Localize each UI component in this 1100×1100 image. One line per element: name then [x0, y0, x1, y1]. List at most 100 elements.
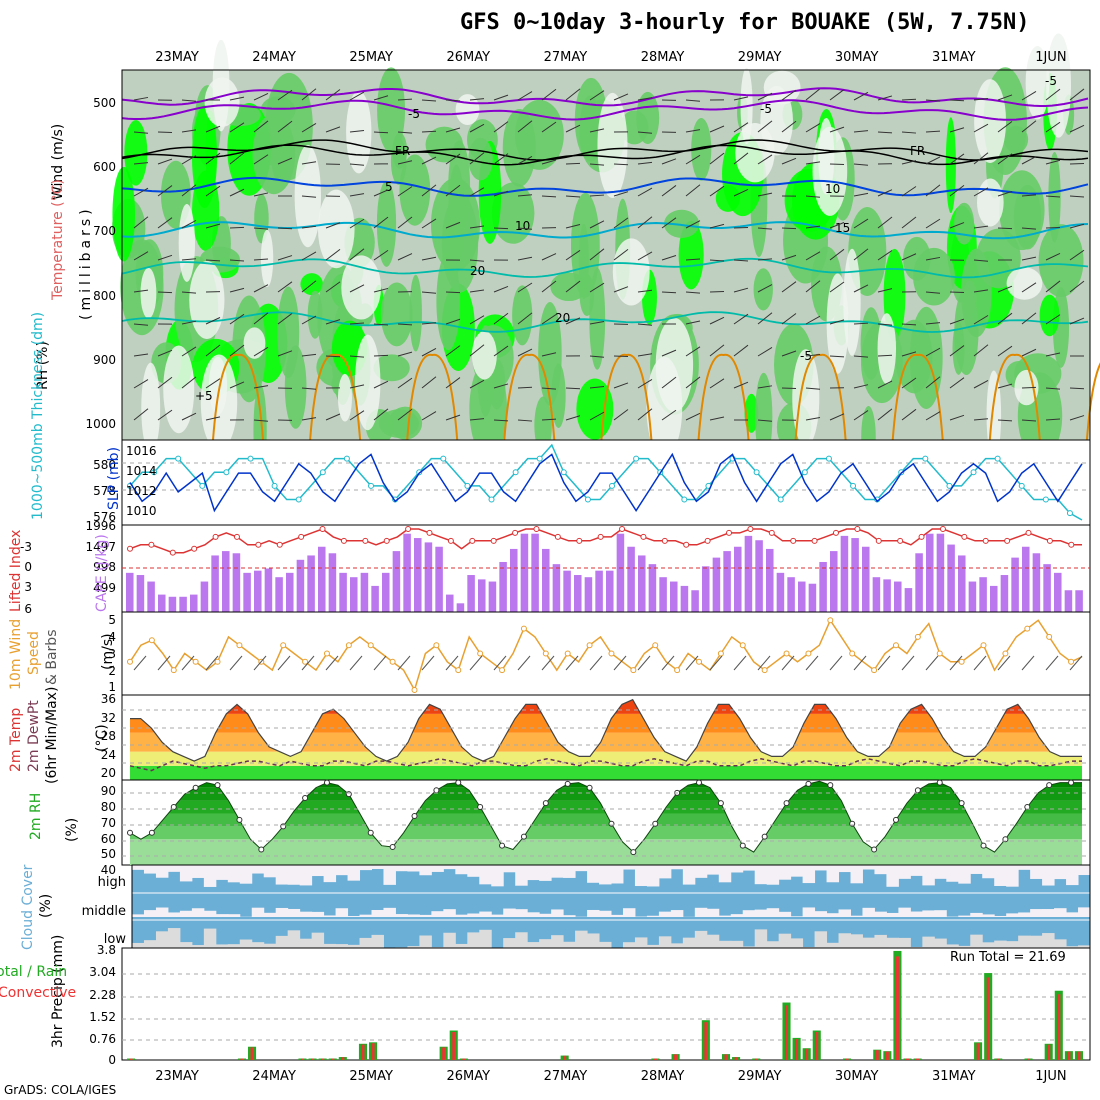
cloud-middle-gap — [443, 909, 456, 917]
wind-barb — [493, 153, 509, 165]
thickness-line-point — [633, 455, 640, 462]
wind-barb — [613, 93, 629, 101]
wind-barb — [901, 408, 917, 421]
wind-barb — [157, 217, 173, 229]
lifted-index-line-point — [854, 525, 861, 532]
surface-wind-barb — [133, 655, 147, 671]
surface-wind-barb — [1045, 655, 1059, 671]
rh-cell — [1038, 224, 1084, 298]
cloud-middle-gap — [383, 907, 396, 917]
cloud-axis-label: Cloud Cover — [20, 864, 36, 950]
wind-speed-line-point — [696, 658, 703, 665]
precip-convective-label: Convective — [0, 985, 76, 1001]
wind-speed-line-point — [1068, 658, 1075, 665]
date-label-top: 27MAY — [544, 50, 588, 65]
wind-barb — [181, 376, 197, 389]
wind-barb — [997, 190, 1013, 197]
wind-barb — [685, 346, 701, 357]
surface-wind-barb — [349, 655, 363, 671]
lifted-index-line-point — [811, 537, 818, 544]
temperature-contour — [121, 257, 1089, 279]
wind-barb — [781, 254, 797, 261]
thickness-line-point — [368, 482, 375, 489]
cape-bar — [968, 581, 977, 612]
wind-speed-tick: 2 — [108, 664, 116, 678]
rh-point — [433, 787, 440, 794]
rh-dry-cell — [792, 349, 820, 447]
rh-point — [871, 846, 878, 853]
wind-barb — [709, 152, 725, 165]
pressure-axis-label: (millibars) — [78, 205, 94, 320]
cloud-high-gap — [287, 865, 301, 885]
cloud-low-gap — [132, 942, 145, 948]
cape-bar — [872, 577, 881, 612]
rh-point — [323, 779, 330, 786]
cloud-high-gap — [299, 865, 313, 886]
wind-barb — [325, 89, 341, 101]
cloud-middle-gap — [862, 907, 875, 917]
temperature-band — [130, 751, 1082, 766]
rh-cell — [112, 166, 136, 262]
cloud-low-gap — [239, 939, 253, 948]
rh-dry-cell — [735, 123, 775, 183]
wind-barb — [805, 280, 821, 293]
surface-wind-barb — [853, 655, 867, 671]
wind-barb — [805, 225, 821, 229]
surface-wind-barb — [877, 655, 891, 671]
cloud-middle-gap — [1066, 912, 1079, 917]
wind-barb — [565, 415, 581, 421]
date-label-top: 25MAY — [349, 50, 393, 65]
slp-tick: 1016 — [126, 444, 157, 458]
cloud-high-gap — [706, 865, 720, 875]
wind-barb — [877, 216, 893, 229]
cloud-middle-gap — [982, 914, 995, 917]
cloud-low-gap — [143, 940, 157, 948]
wind-barb — [1045, 252, 1061, 261]
wind-barb — [469, 379, 485, 389]
wind-barb — [1069, 88, 1085, 101]
cape-bar — [136, 575, 145, 612]
cape-bar — [243, 572, 251, 612]
wind-barb — [277, 120, 293, 133]
wind-barb — [133, 187, 149, 197]
rh-point — [520, 833, 527, 840]
cloud-high-gap — [539, 865, 552, 881]
wind-barb — [997, 345, 1013, 357]
cloud-low-gap — [886, 937, 899, 948]
rh-cell — [409, 274, 422, 352]
wind-barb — [493, 312, 509, 325]
cloud-high-gap — [395, 865, 408, 872]
wind-axis-label-a: 10m Wind — [8, 619, 24, 690]
rh-point — [717, 800, 724, 807]
wind-speed-line-point — [1002, 650, 1009, 657]
slp-axis-label: SLP (mb) — [106, 447, 122, 510]
cloud-high-gap — [575, 865, 588, 872]
thickness-line-point — [295, 496, 302, 503]
cloud-high-gap — [862, 865, 875, 870]
cloud-low-gap — [910, 946, 923, 948]
wind-barb — [613, 191, 629, 197]
wind-barb — [133, 379, 149, 389]
rh-point — [1068, 779, 1075, 786]
wind-barb — [469, 289, 485, 293]
wind-barb — [901, 323, 917, 326]
surface-wind-barb — [637, 655, 651, 671]
wind-barb — [1045, 195, 1061, 198]
wind-barb — [253, 346, 269, 357]
wind-speed-line-point — [630, 667, 637, 674]
rh-tick: 90 — [101, 784, 116, 798]
wind-barb — [901, 186, 917, 197]
wind-barb — [1021, 227, 1037, 230]
cloud-low-gap — [167, 928, 181, 948]
cloud-middle-gap — [718, 915, 732, 917]
cloud-middle-gap — [407, 914, 420, 917]
rh-dry-cell — [655, 317, 694, 412]
wind-barb — [877, 95, 893, 101]
cape-bar — [456, 603, 465, 612]
wind-barb — [637, 216, 653, 229]
lifted-index-line-point — [148, 541, 155, 548]
rh-dry-cell — [140, 267, 157, 319]
run-total-label: Run Total = 21.69 — [950, 950, 1066, 965]
wind-barb — [1045, 280, 1061, 293]
wind-barb — [997, 94, 1013, 101]
